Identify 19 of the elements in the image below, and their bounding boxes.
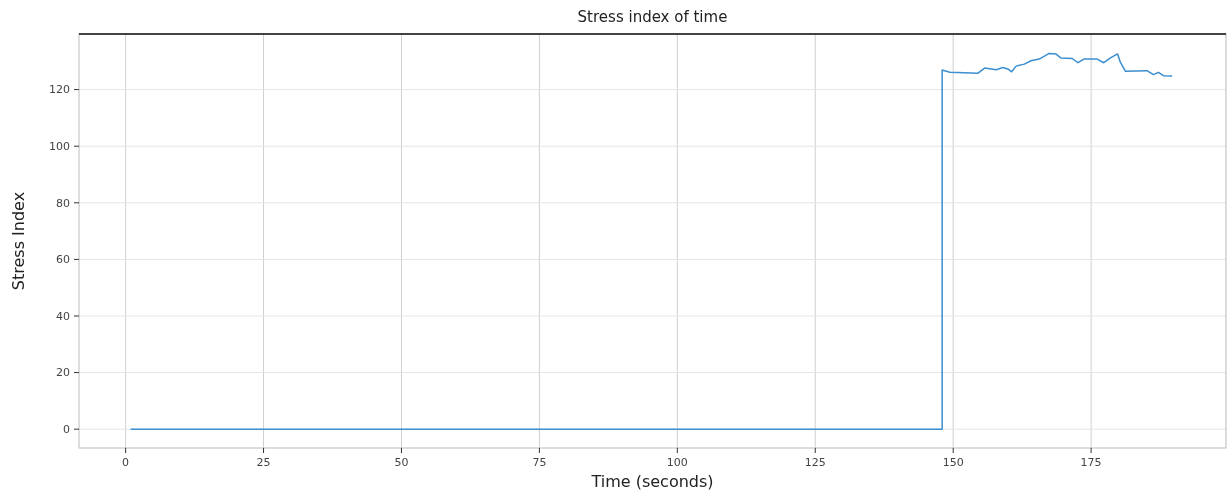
x-tick-label: 100 (666, 456, 688, 469)
y-tick-label: 20 (56, 366, 70, 380)
x-tick-label: 125 (804, 456, 826, 469)
y-tick-label: 120 (49, 83, 70, 97)
line-series (130, 52, 1173, 430)
x-tick-label: 75 (532, 456, 547, 469)
y-tick-label: 100 (49, 140, 70, 154)
x-tick-label: 175 (1080, 456, 1102, 469)
y-tick-label: 40 (56, 309, 70, 323)
x-tick-label: 25 (256, 456, 271, 469)
x-axis-title: Time (seconds) (590, 472, 714, 491)
y-tick-label: 0 (63, 423, 70, 437)
y-axis-title: Stress Index (9, 191, 28, 291)
y-tick-label: 80 (56, 196, 70, 210)
x-tick-label: 0 (122, 456, 130, 469)
x-tick-label: 50 (394, 456, 409, 469)
x-tick-label: 150 (942, 456, 964, 469)
y-tick-label: 60 (56, 253, 70, 267)
chart-title: Stress index of time (577, 8, 728, 26)
